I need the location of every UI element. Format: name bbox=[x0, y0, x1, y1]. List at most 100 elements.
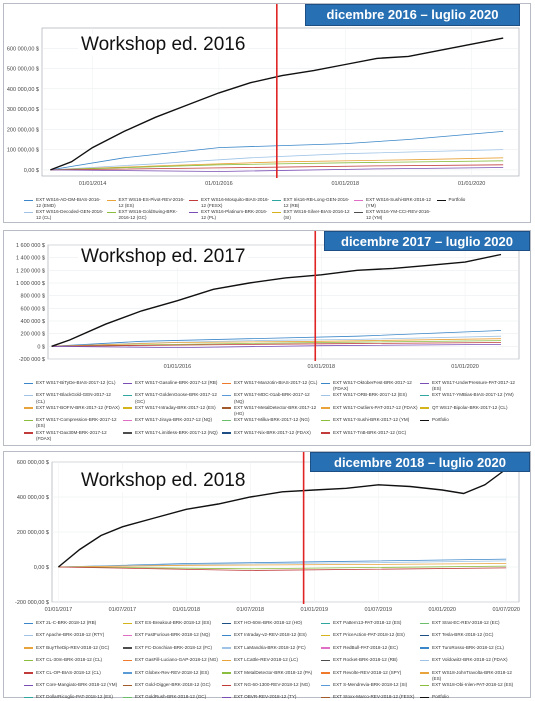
legend-label: EXT WS17-Milka-BRK-2017-12 (NG) bbox=[234, 417, 310, 423]
legend-label: EXT PriceAction-PAT-2018-12 (ES) bbox=[333, 632, 405, 638]
legend-item: EXT WS17-TnB-BRK-2017-12 (GC) bbox=[321, 430, 418, 436]
series-line bbox=[58, 565, 507, 570]
legend-swatch bbox=[271, 199, 281, 201]
legend-swatch bbox=[420, 407, 429, 409]
y-tick-label: 600 000,00 $ bbox=[7, 46, 39, 52]
legend-item: Portfolio bbox=[436, 197, 518, 203]
legend-swatch bbox=[420, 696, 429, 699]
legend-label: EXT WS17-Dax30M-BRK-2017-12 (FDAX) bbox=[36, 429, 107, 441]
series-line bbox=[58, 566, 507, 571]
legend-item: EXT WS16-Decoded-GEN-2016-12 (CL) bbox=[24, 209, 105, 221]
legend-label: EXT WS16-Mosquito-BIAS-2016-12 (FESX) bbox=[201, 197, 270, 209]
legend-label: EXT Stoxx-Marco-REV-2018-12 (FESX) bbox=[333, 694, 415, 700]
legend-item: EXT WS16-YM-CCI-REV-2016-12 (YM) bbox=[354, 209, 435, 221]
legend-swatch bbox=[222, 634, 231, 637]
legend-label: EXT GoldRush-BRK-2018-12 (GC) bbox=[135, 694, 207, 700]
legend-item: EXT Intraday-v2-REV-2018-12 (ES) bbox=[222, 632, 319, 638]
legend-swatch bbox=[321, 684, 330, 686]
legend-swatch bbox=[222, 647, 231, 649]
legend-swatch bbox=[222, 419, 231, 422]
legend-swatch bbox=[123, 419, 132, 422]
legend-label: EXT WS16-Decoded-GEN-2016-12 (CL) bbox=[36, 209, 104, 221]
legend-label: EXT WS17-BOFIV-BRK-2017-12 (FDAX) bbox=[36, 404, 120, 410]
legend-item: EXT WS17-Dax30M-BRK-2017-12 (FDAX) bbox=[24, 430, 121, 442]
legend-item: EXT Stoxx-Marco-REV-2018-12 (FESX) bbox=[321, 694, 418, 700]
legend-item: EXT DollarRicoglio-PAT-2018-12 (ES) bbox=[24, 694, 121, 700]
x-tick-label: 01/07/2018 bbox=[237, 607, 265, 613]
legend-item: EXT WS17-BiTyDe-BIAS-2017-12 (CL) bbox=[24, 380, 121, 386]
y-tick-label: 800 000 $ bbox=[21, 294, 45, 300]
legend-swatch bbox=[420, 672, 429, 674]
legend-item: EXT Revolte-REV-2018-12 (SPY) bbox=[321, 670, 418, 676]
legend-swatch bbox=[420, 419, 429, 422]
legend-label: EXT WS17-Outliers-PAT-2017-12 (FDAX) bbox=[333, 404, 418, 410]
legend-swatch bbox=[222, 659, 231, 662]
legend-item: EXT BuyTheDip-REV-2018-12 (GC) bbox=[24, 645, 121, 651]
date-range-banner: dicembre 2017 – luglio 2020 bbox=[324, 231, 530, 251]
legend-item: EXT RedBull-PAT-2018-12 (EC) bbox=[321, 645, 418, 651]
legend-item: EXT WS16-Platinum-BRK-2016-12 (PL) bbox=[189, 209, 270, 221]
legend-swatch bbox=[222, 696, 231, 699]
legend-swatch bbox=[420, 647, 429, 649]
legend-swatch bbox=[321, 622, 330, 624]
legend-swatch bbox=[24, 407, 33, 409]
legend-label: EXT LCattle-REV-2018-12 (LC) bbox=[234, 657, 299, 663]
legend-swatch bbox=[321, 696, 330, 699]
legend-swatch bbox=[123, 622, 132, 624]
legend-swatch bbox=[123, 382, 132, 384]
legend-label: EXT NG-60-1300-REV-2018-12 (NG) bbox=[234, 682, 310, 687]
chart-title: Workshop ed. 2016 bbox=[78, 34, 249, 56]
legend-item: EXT PriceAction-PAT-2018-12 (ES) bbox=[321, 632, 418, 638]
legend-item: EXT WS16-Silver-BIAS-2016-12 (SI) bbox=[271, 209, 353, 221]
x-tick-label: 01/01/2018 bbox=[331, 181, 359, 187]
legend-label: EXT HO-60m-BRK-2018-12 (HO) bbox=[234, 620, 303, 625]
legend-label: EXT Revolte-REV-2018-12 (SPY) bbox=[333, 669, 402, 675]
x-tick-label: 01/01/2020 bbox=[428, 607, 456, 613]
legend-swatch bbox=[222, 672, 231, 674]
legend-label: EXT Strat-EC-REV-2018-12 (EC) bbox=[432, 620, 500, 625]
legend-label: EXT WS17-MetalDetector-BRK-2017-12 (HG) bbox=[234, 404, 317, 416]
x-tick-label: 01/01/2016 bbox=[164, 364, 192, 370]
legend-item: EXT WS17-OktoberFest-BRK-2017-12 (FDAX) bbox=[321, 380, 418, 392]
series-line bbox=[51, 338, 502, 347]
legend-label: EXT WS17-YMBias-BIAS-2017-12 (YM) bbox=[432, 392, 514, 398]
legend-label: EXT Rocket-BRK-2018-12 (RB) bbox=[333, 657, 398, 663]
y-tick-label: 400 000,00 $ bbox=[7, 87, 39, 93]
y-tick-label: 200 000 $ bbox=[21, 332, 45, 338]
legend-label: EXT Intraday-v2-REV-2018-12 (ES) bbox=[234, 632, 307, 638]
legend-item: EXT WS17-Intraday-BRK-2017-12 (ES) bbox=[123, 405, 220, 411]
y-tick-label: 400 000,00 $ bbox=[17, 495, 49, 501]
legend-swatch bbox=[123, 696, 132, 699]
legend-label: EXT RedBull-PAT-2018-12 (EC) bbox=[333, 644, 398, 650]
legend-item: EXT Strat-EC-REV-2018-12 (EC) bbox=[420, 620, 517, 626]
legend-swatch bbox=[420, 382, 429, 384]
legend-item: EXT LCattle-REV-2018-12 (LC) bbox=[222, 657, 319, 663]
legend-swatch bbox=[222, 622, 231, 624]
legend-item: EXT WS17-MDC-01ab-BRK-2017-12 (NQ) bbox=[222, 392, 319, 404]
legend-label: EXT WS18-JohnTravolta-BRK-2018-12 (ES) bbox=[432, 669, 512, 681]
legend-item: EXT OBVR-REV-2018-12 (TY) bbox=[222, 694, 319, 700]
series-line bbox=[50, 167, 504, 172]
legend-item: EXT WS16-Sushi-BRK-2016-12 (YM) bbox=[354, 197, 435, 209]
legend-label: EXT BuyTheDip-REV-2018-12 (GC) bbox=[36, 644, 110, 650]
legend-swatch bbox=[123, 394, 132, 397]
legend-swatch bbox=[321, 394, 330, 397]
legend-label: Portfolio bbox=[432, 417, 449, 423]
legend-item: EXT WS16-ES-Pivot-REV-2016-12 (ES) bbox=[106, 197, 188, 209]
legend-label: EXT CL-30m-BRK-2018-12 (CL) bbox=[36, 657, 103, 663]
legend-item: EXT WS17-Milka-BRK-2017-12 (NG) bbox=[222, 417, 319, 423]
y-tick-label: 600 000 $ bbox=[21, 306, 45, 312]
legend-item: EXT TuroRosso-BRK-2018-12 (CL) bbox=[420, 645, 517, 651]
legend-item: EXT Globex-Rev-REV-2018-12 (ES) bbox=[123, 670, 220, 676]
legend-swatch bbox=[24, 684, 33, 686]
legend-item: EXT WS17-BlackGold-GEN-2017-12 (CL) bbox=[24, 392, 121, 404]
legend-label: EXT DollarRicoglio-PAT-2018-12 (ES) bbox=[36, 694, 113, 700]
y-tick-label: 0 $ bbox=[37, 344, 45, 350]
legend-swatch bbox=[354, 211, 363, 213]
legend-swatch bbox=[123, 672, 132, 674]
y-tick-label: 1 600 000 $ bbox=[16, 243, 45, 249]
series-line bbox=[50, 164, 504, 171]
legend-label: EXT Iris16-RB-Long-GEN-2016-12 (RB) bbox=[283, 197, 350, 209]
legend-item: EXT FastFurious-BRK-2018-12 (NQ) bbox=[123, 632, 220, 638]
y-tick-label: 100 000,00 $ bbox=[7, 148, 39, 154]
